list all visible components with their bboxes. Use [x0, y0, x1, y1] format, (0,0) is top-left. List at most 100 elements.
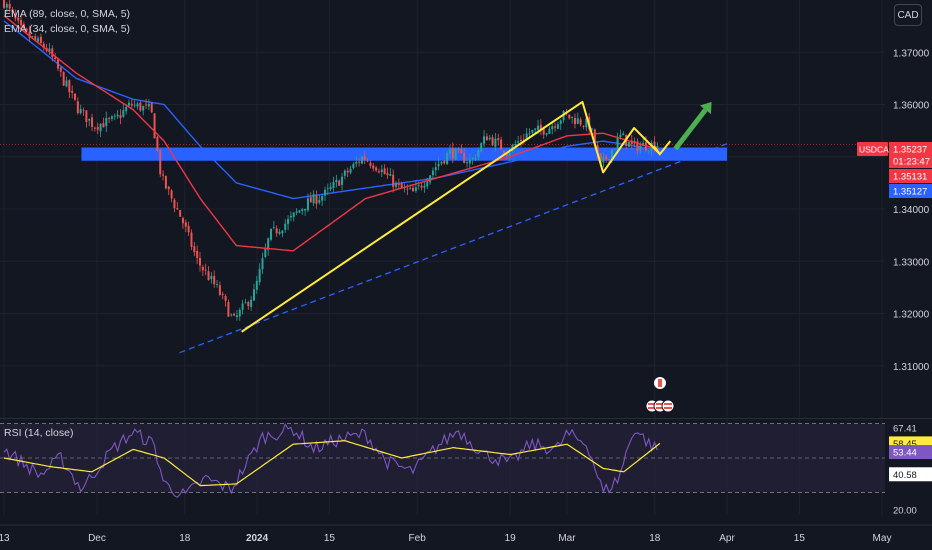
candle-body: [420, 185, 423, 188]
candle-body: [62, 72, 65, 86]
candle-body: [167, 186, 170, 190]
candle-body: [20, 19, 23, 26]
candle-body: [162, 174, 165, 176]
candle-body: [488, 137, 491, 140]
currency-button[interactable]: CAD: [894, 4, 922, 26]
x-tick-label: Feb: [409, 533, 427, 544]
price-tag: [889, 154, 932, 168]
candle-body: [349, 168, 352, 173]
candle-body: [315, 195, 318, 204]
price-tag-label: 1.35237: [893, 145, 927, 156]
rsi-tick-label: 67.41: [893, 423, 917, 434]
candle-body: [610, 149, 613, 160]
candle-body: [443, 160, 446, 164]
x-tick-label: May: [873, 533, 892, 544]
candle-body: [454, 148, 457, 160]
candle-body: [559, 120, 562, 124]
candle-body: [127, 102, 130, 106]
candle-body: [204, 269, 207, 271]
candle-body: [343, 170, 346, 176]
candle-body: [93, 127, 96, 129]
candle-body: [508, 152, 511, 157]
candle-body: [153, 113, 156, 139]
candle-body: [608, 159, 611, 160]
candle-body: [517, 141, 520, 143]
candle-body: [466, 162, 469, 164]
candle-body: [298, 210, 301, 213]
candle-body: [250, 299, 253, 307]
candle-body: [264, 248, 267, 257]
candle-body: [79, 109, 82, 114]
candle-body: [582, 126, 585, 127]
candle-body: [17, 17, 20, 21]
candle-body: [627, 141, 630, 147]
candle-body: [596, 145, 599, 154]
rsi-tick-label: 58.45: [893, 439, 917, 450]
candle-body: [338, 180, 341, 186]
symbol-tag-label: USDCAD: [859, 145, 895, 155]
candle-body: [218, 285, 221, 295]
rsi-tick-label: 40.58: [893, 470, 917, 481]
candle-body: [556, 124, 559, 129]
candle-body: [573, 118, 576, 125]
candle-body: [96, 127, 99, 130]
price-tag-label: 1.35127: [893, 187, 927, 198]
candle-body: [247, 302, 250, 307]
candle-body: [39, 36, 42, 43]
ema-34-legend[interactable]: EMA (34, close, 0, SMA, 5): [4, 23, 131, 35]
candle-body: [386, 173, 389, 176]
candle-body: [363, 156, 366, 161]
candle-body: [235, 315, 238, 317]
candle-body: [593, 129, 596, 146]
candle-body: [88, 118, 91, 121]
ema-89-legend[interactable]: EMA (89, close, 0, SMA, 5): [4, 8, 131, 20]
y-tick-label: 1.37000: [893, 48, 930, 59]
axes: 1.370001.360001.350001.340001.330001.320…: [0, 48, 932, 544]
candle-body: [71, 90, 74, 93]
candle-body: [579, 119, 582, 125]
rsi-tick-label: 53.44: [893, 448, 917, 459]
candle-body: [309, 197, 312, 203]
candle-body: [187, 225, 190, 233]
candle-body: [528, 133, 531, 134]
rsi-legend[interactable]: RSI (14, close): [4, 427, 74, 439]
x-tick-label: 15: [794, 533, 806, 544]
candle-body: [542, 128, 545, 135]
candle-body: [3, 0, 5, 8]
candle-body: [647, 150, 650, 152]
candle-body: [383, 168, 386, 174]
us-flag-stripe-icon: [664, 403, 672, 405]
drawings[interactable]: [179, 100, 728, 354]
y-tick-label: 1.33000: [893, 257, 930, 268]
candle-body: [139, 102, 142, 111]
candle-body: [230, 314, 233, 316]
candle-body: [531, 129, 534, 133]
candle-body: [272, 226, 275, 228]
candle-body: [136, 103, 139, 107]
candle-body: [613, 148, 616, 150]
candle-body: [295, 211, 298, 213]
candle-body: [500, 139, 503, 150]
price-tag: [889, 169, 932, 183]
candle-body: [483, 136, 486, 144]
candle-body: [193, 246, 196, 253]
rsi-value-tag: [889, 445, 932, 460]
candle-body: [25, 28, 28, 31]
candle-body: [28, 31, 31, 38]
us-flag-icon: [661, 399, 675, 413]
candle-body: [241, 303, 244, 310]
candle-body: [238, 309, 241, 317]
candle-body: [287, 218, 290, 225]
candle-body: [468, 159, 471, 164]
candle-body: [275, 228, 278, 234]
y-tick-label: 1.32000: [893, 310, 930, 321]
us-flag-stripe-icon: [648, 407, 656, 409]
candle-body: [539, 124, 542, 130]
candle-body: [113, 115, 116, 117]
economic-events[interactable]: [645, 377, 675, 413]
candle-body: [306, 198, 309, 211]
x-tick-label: Apr: [719, 533, 735, 544]
us-flag-stripe-icon: [656, 407, 664, 409]
